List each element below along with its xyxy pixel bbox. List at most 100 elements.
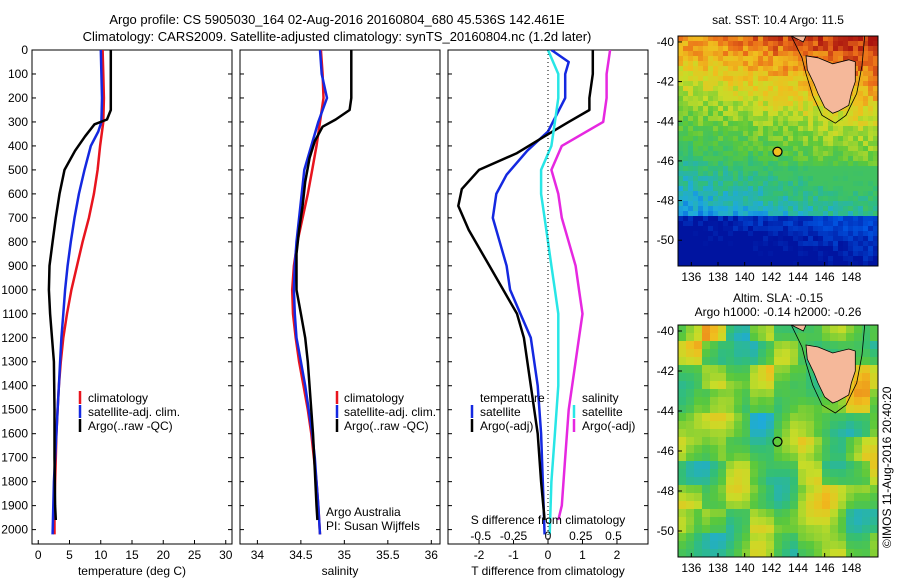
map-cell <box>783 101 789 107</box>
map-cell <box>806 477 815 486</box>
map-cell <box>798 101 804 107</box>
map-cell <box>768 171 774 177</box>
map-cell <box>743 261 749 266</box>
map-cell <box>782 413 791 422</box>
map-cell <box>803 126 809 132</box>
map-cell <box>858 131 864 137</box>
map-cell <box>688 41 694 47</box>
t-difference-axis-label: T difference from climatology <box>471 564 625 578</box>
map-cell <box>718 46 724 52</box>
map-cell <box>778 101 784 107</box>
map-cell <box>838 341 847 350</box>
map-cell <box>703 226 709 232</box>
map-cell <box>858 41 864 47</box>
map-cell <box>678 151 684 157</box>
map-cell <box>766 517 775 526</box>
map-cell <box>798 146 804 152</box>
map-cell <box>868 71 874 77</box>
map-cell <box>806 333 815 342</box>
map-cell <box>708 241 714 247</box>
map-cell <box>718 429 727 438</box>
map-cell <box>693 261 699 266</box>
map-cell <box>830 461 839 470</box>
map-cell <box>778 66 784 72</box>
map-cell <box>708 141 714 147</box>
map-cell <box>782 517 791 526</box>
map-cell <box>768 236 774 242</box>
map-cell <box>708 126 714 132</box>
map-cell <box>750 429 759 438</box>
map-cell <box>768 66 774 72</box>
map-cell <box>848 51 854 57</box>
map-cell <box>758 136 764 142</box>
map-cell <box>808 126 814 132</box>
map-cell <box>702 453 711 462</box>
map-cell <box>813 206 819 212</box>
map-cell <box>686 461 695 470</box>
map-cell <box>853 171 859 177</box>
map-cell <box>743 51 749 57</box>
map-cell <box>793 261 799 266</box>
map-cell <box>698 181 704 187</box>
map-cell <box>753 176 759 182</box>
x-tick-label: 15 <box>125 548 139 562</box>
map-cell <box>818 141 824 147</box>
map-cell <box>728 256 734 262</box>
map-cell <box>763 171 769 177</box>
map-cell <box>718 397 727 406</box>
map-cell <box>753 261 759 266</box>
map-cell <box>868 126 874 132</box>
map-cell <box>873 156 878 162</box>
map-cell <box>790 421 799 430</box>
map-cell <box>733 166 739 172</box>
map-cell <box>693 246 699 252</box>
map-cell <box>873 131 878 137</box>
map-cell <box>863 206 869 212</box>
map-cell <box>683 86 689 92</box>
map-cell <box>688 141 694 147</box>
map-cell <box>868 116 874 122</box>
map-cell <box>853 141 859 147</box>
map-cell <box>783 236 789 242</box>
x-tick-label: 20 <box>157 548 171 562</box>
map-cell <box>863 76 869 82</box>
map-cell <box>750 421 759 430</box>
map-cell <box>723 261 729 266</box>
map-cell <box>858 236 864 242</box>
map-cell <box>854 341 863 350</box>
map-cell <box>766 349 775 358</box>
map-cell <box>683 111 689 117</box>
map-cell <box>763 86 769 92</box>
map-cell <box>854 453 863 462</box>
map-cell <box>768 36 774 42</box>
map-cell <box>858 226 864 232</box>
map-cell <box>693 61 699 67</box>
map-cell <box>853 76 859 82</box>
map-cell <box>873 256 878 262</box>
map-cell <box>823 256 829 262</box>
map-cell <box>733 156 739 162</box>
map-cell <box>728 151 734 157</box>
map-cell <box>723 251 729 257</box>
map-cell <box>818 161 824 167</box>
map-cell <box>748 226 754 232</box>
map-cell <box>863 231 869 237</box>
map-cell <box>783 61 789 67</box>
depth-tick-label: 1600 <box>1 427 28 441</box>
map-cell <box>758 461 767 470</box>
map-cell <box>782 405 791 414</box>
map-cell <box>766 509 775 518</box>
map-cell <box>753 91 759 97</box>
map-cell <box>688 91 694 97</box>
map-cell <box>703 201 709 207</box>
map-cell <box>863 201 869 207</box>
map-cell <box>733 111 739 117</box>
map-cell <box>828 241 834 247</box>
map-cell <box>838 186 844 192</box>
map-cell <box>778 121 784 127</box>
map-cell <box>742 349 751 358</box>
map-cell <box>768 71 774 77</box>
map-cell <box>773 111 779 117</box>
map-cell <box>798 156 804 162</box>
map-cell <box>782 365 791 374</box>
